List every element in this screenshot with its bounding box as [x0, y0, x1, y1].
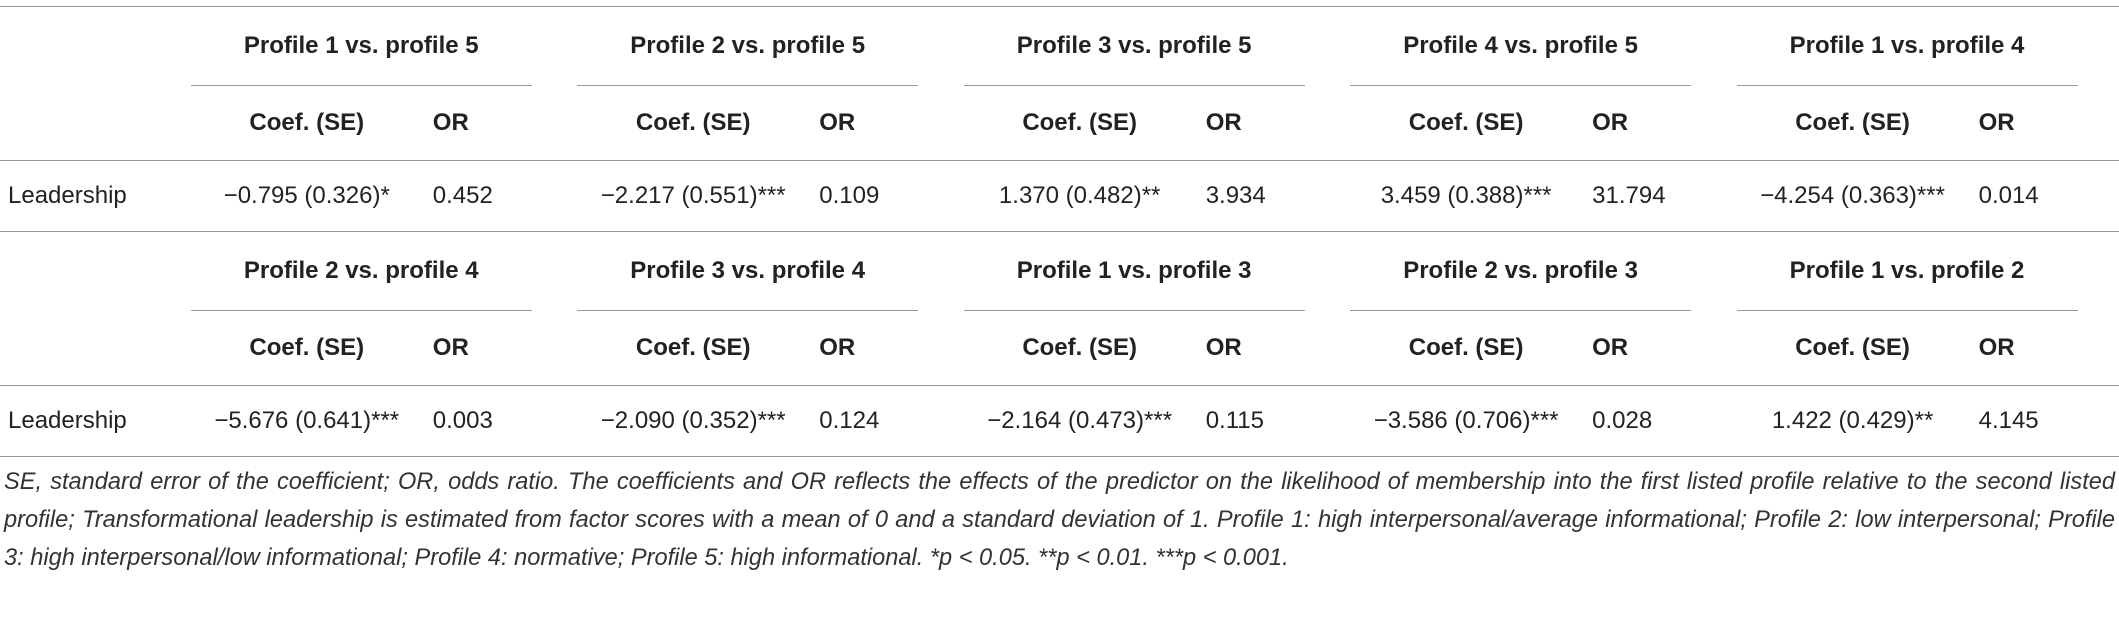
empty-cell: [0, 6, 191, 86]
spacer: [918, 160, 964, 232]
page: Profile 1 vs. profile 5 Profile 2 vs. pro…: [0, 6, 2119, 620]
spacer: [1304, 231, 1351, 311]
coef-header: Coef. (SE): [635, 109, 751, 136]
data-row: Leadership −0.795 (0.326)* 0.452 −2.217 (0.…: [0, 160, 2119, 232]
comparison-header: Profile 3 vs. profile 4: [577, 231, 919, 311]
coef-header: Coef. (SE): [1022, 334, 1137, 361]
coef-cell: −4.254 (0.363)***: [1736, 160, 1969, 232]
spacer: [1691, 160, 1737, 232]
coef-header: Coef. (SE): [1022, 109, 1137, 136]
row-label: Leadership: [0, 385, 191, 457]
spacer: [1691, 231, 1737, 311]
coef-cell: −3.586 (0.706)***: [1350, 385, 1583, 457]
empty-cell: [0, 231, 191, 311]
spacer: [531, 385, 578, 457]
or-header: OR: [819, 334, 856, 361]
spacer: [1691, 311, 1736, 386]
or-cell: 0.014: [1968, 160, 2078, 232]
spacer: [532, 86, 577, 161]
comparison-header: Profile 1 vs. profile 5: [190, 6, 532, 86]
or-cell: 0.028: [1582, 385, 1692, 457]
regression-table: Profile 1 vs. profile 5 Profile 2 vs. pro…: [0, 6, 2119, 457]
spacer: [1304, 385, 1351, 457]
coef-cell: −2.164 (0.473)***: [963, 385, 1196, 457]
spacer: [1691, 385, 1737, 457]
comparison-header: Profile 1 vs. profile 2: [1736, 231, 2078, 311]
coef-cell: −2.090 (0.352)***: [577, 385, 810, 457]
or-header: OR: [1978, 334, 2015, 361]
comparison-header: Profile 2 vs. profile 5: [577, 6, 919, 86]
comparison-header: Profile 2 vs. profile 3: [1350, 231, 1692, 311]
coef-cell: 3.459 (0.388)***: [1350, 160, 1583, 232]
spacer: [531, 231, 578, 311]
spacer: [1305, 86, 1350, 161]
row-label: Leadership: [0, 160, 191, 232]
spacer: [1304, 6, 1351, 86]
coef-cell: 1.370 (0.482)**: [963, 160, 1196, 232]
coef-header: Coef. (SE): [1408, 109, 1524, 136]
table-body: Profile 1 vs. profile 5 Profile 2 vs. pro…: [0, 6, 2119, 457]
or-cell: 0.115: [1195, 385, 1305, 457]
spacer: [2078, 86, 2119, 161]
coef-header: Coef. (SE): [249, 109, 365, 136]
coef-cell: −0.795 (0.326)*: [190, 160, 423, 232]
coef-header: Coef. (SE): [249, 334, 365, 361]
or-cell: 31.794: [1582, 160, 1692, 232]
data-row: Leadership −5.676 (0.641)*** 0.003 −2.090 (…: [0, 385, 2119, 457]
spacer: [918, 86, 963, 161]
empty-cell: [0, 86, 191, 161]
spacer: [1304, 160, 1351, 232]
spacer: [918, 6, 964, 86]
empty-cell: [0, 311, 191, 386]
coef-header: Coef. (SE): [1795, 109, 1910, 136]
coef-header: Coef. (SE): [635, 334, 751, 361]
or-header: OR: [1978, 109, 2015, 136]
comparison-header: Profile 4 vs. profile 5: [1350, 6, 1692, 86]
or-cell: 0.109: [809, 160, 919, 232]
spacer: [918, 311, 963, 386]
spacer: [2077, 6, 2119, 86]
or-header: OR: [1592, 109, 1629, 136]
or-header: OR: [1592, 334, 1629, 361]
spacer: [918, 385, 964, 457]
spacer: [2077, 160, 2119, 232]
or-header: OR: [432, 109, 469, 136]
spacer: [2077, 231, 2119, 311]
coef-cell: −2.217 (0.551)***: [577, 160, 810, 232]
coef-header: Coef. (SE): [1795, 334, 1910, 361]
or-cell: 3.934: [1195, 160, 1305, 232]
spacer: [531, 6, 578, 86]
or-header: OR: [1205, 109, 1242, 136]
group-header-row: Profile 1 vs. profile 5 Profile 2 vs. pro…: [0, 6, 2119, 86]
spacer: [2078, 311, 2119, 386]
or-cell: 0.124: [809, 385, 919, 457]
spacer: [918, 231, 964, 311]
comparison-header: Profile 2 vs. profile 4: [190, 231, 532, 311]
coef-cell: 1.422 (0.429)**: [1736, 385, 1969, 457]
spacer: [1691, 86, 1736, 161]
spacer: [2077, 385, 2119, 457]
or-header: OR: [819, 109, 856, 136]
sub-header-row: Coef. (SE) OR Coef. (SE) OR Coef. (SE) OR Coef…: [0, 311, 2119, 386]
spacer: [532, 311, 577, 386]
or-cell: 0.003: [422, 385, 532, 457]
footnote: SE, standard error of the coefficient; O…: [4, 469, 2115, 571]
comparison-header: Profile 1 vs. profile 3: [963, 231, 1305, 311]
comparison-header: Profile 3 vs. profile 5: [963, 6, 1305, 86]
sub-header-row: Coef. (SE) OR Coef. (SE) OR Coef. (SE) OR Coef…: [0, 86, 2119, 161]
coef-cell: −5.676 (0.641)***: [190, 385, 423, 457]
or-header: OR: [432, 334, 469, 361]
coef-header: Coef. (SE): [1408, 334, 1524, 361]
or-cell: 4.145: [1968, 385, 2078, 457]
group-header-row: Profile 2 vs. profile 4 Profile 3 vs. pro…: [0, 231, 2119, 311]
or-header: OR: [1205, 334, 1242, 361]
comparison-header: Profile 1 vs. profile 4: [1736, 6, 2078, 86]
or-cell: 0.452: [422, 160, 532, 232]
spacer: [1305, 311, 1350, 386]
spacer: [1691, 6, 1737, 86]
spacer: [531, 160, 578, 232]
